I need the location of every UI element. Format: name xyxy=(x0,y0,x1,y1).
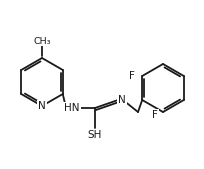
Text: N: N xyxy=(38,101,46,111)
Text: CH₃: CH₃ xyxy=(33,37,51,45)
Text: HN: HN xyxy=(64,103,80,113)
Text: F: F xyxy=(152,110,158,120)
Text: F: F xyxy=(129,71,135,81)
Text: SH: SH xyxy=(88,130,102,140)
Text: N: N xyxy=(118,95,126,105)
